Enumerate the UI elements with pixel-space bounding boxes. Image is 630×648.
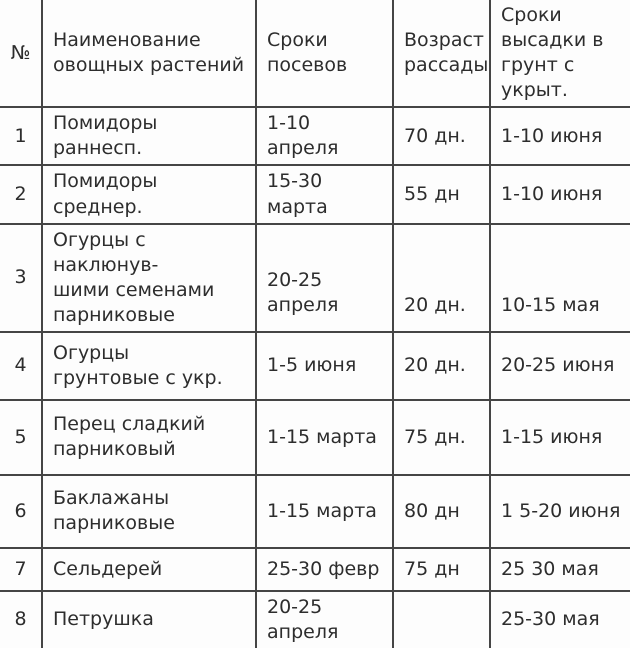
seedling-age-cell: 20 дн. [392,223,490,333]
header-plant-name: Наименование овощных растений [41,0,256,109]
seedling-age-cell: 55 дн [392,165,490,225]
sowing-dates-cell: 15-30 марта [255,165,393,225]
row-number-cell: 6 [0,474,42,549]
sowing-dates-cell: 20-25 апреля [255,590,393,648]
plant-name-cell: Баклажаны парниковые [41,474,256,549]
seedling-age-cell: 75 дн. [392,399,490,476]
seedling-age-cell: 20 дн. [392,331,490,401]
table-row: 4 Огурцы грунтовые с укр. 1-5 июня 20 дн… [0,331,630,401]
row-number-cell: 3 [0,223,42,333]
planting-dates-cell: 25-30 мая [489,590,630,648]
plant-name-cell: Помидоры среднер. [41,165,256,225]
table-row: 5 Перец сладкий парниковый 1-15 марта 75… [0,399,630,476]
plant-name-cell: Помидоры раннесп. [41,107,256,167]
plant-name-cell: Сельдерей [41,547,256,592]
header-seedling-age: Возраст рассады [392,0,490,109]
planting-dates-cell: 1-10 июня [489,165,630,225]
planting-dates-cell: 1-15 июня [489,399,630,476]
row-number-cell: 7 [0,547,42,592]
header-row: № Наименование овощных растений Сроки по… [0,0,630,109]
sowing-dates-cell: 1-15 марта [255,474,393,549]
table-row: 8 Петрушка 20-25 апреля 25-30 мая [0,590,630,648]
sowing-dates-cell: 20-25 апреля [255,223,393,333]
seedling-age-cell: 75 дн [392,547,490,592]
planting-dates-cell: 1 5-20 июня [489,474,630,549]
row-number-cell: 8 [14,608,27,631]
plant-name-cell: Перец сладкий парниковый [41,399,256,476]
sowing-dates-cell: 1-15 марта [255,399,393,476]
planting-dates-cell: 20-25 июня [489,331,630,401]
planting-dates-cell: 1-10 июня [489,107,630,167]
row-number-cell: 5 [0,399,42,476]
table-row: 7 Сельдерей 25-30 февр 75 дн 25 30 мая [0,547,630,592]
header-planting-dates: Сроки высадки в грунт с укрыт. [489,0,630,109]
planting-dates-cell: 25 30 мая [489,547,630,592]
table-row: 1 Помидоры раннесп. 1-10 апреля 70 дн. 1… [0,107,630,167]
plant-name-cell: Огурцы грунтовые с укр. [41,331,256,401]
row-number-cell: 2 [0,165,42,225]
seedling-age-cell: 80 дн [392,474,490,549]
row-number-cell: 1 [0,107,42,167]
seedling-age-cell: 70 дн. [392,107,490,167]
planting-dates-cell: 10-15 мая [489,223,630,333]
sowing-dates-cell: 25-30 февр [255,547,393,592]
sowing-dates-cell: 1-10 апреля [255,107,393,167]
table-row: 2 Помидоры среднер. 15-30 марта 55 дн 1-… [0,165,630,225]
table-row: 3 Огурцы с наклюнув- шими семенами парни… [0,223,630,333]
header-number: № [0,0,42,109]
row-number-cell: 4 [0,331,42,401]
plant-name-cell: Огурцы с наклюнув- шими семенами парнико… [41,223,256,333]
header-sowing-dates: Сроки посевов [255,0,393,109]
sowing-dates-cell: 1-5 июня [255,331,393,401]
table-row: 6 Баклажаны парниковые 1-15 марта 80 дн … [0,474,630,549]
plant-name-cell: Петрушка [41,590,256,648]
seedling-age-cell [392,590,490,648]
